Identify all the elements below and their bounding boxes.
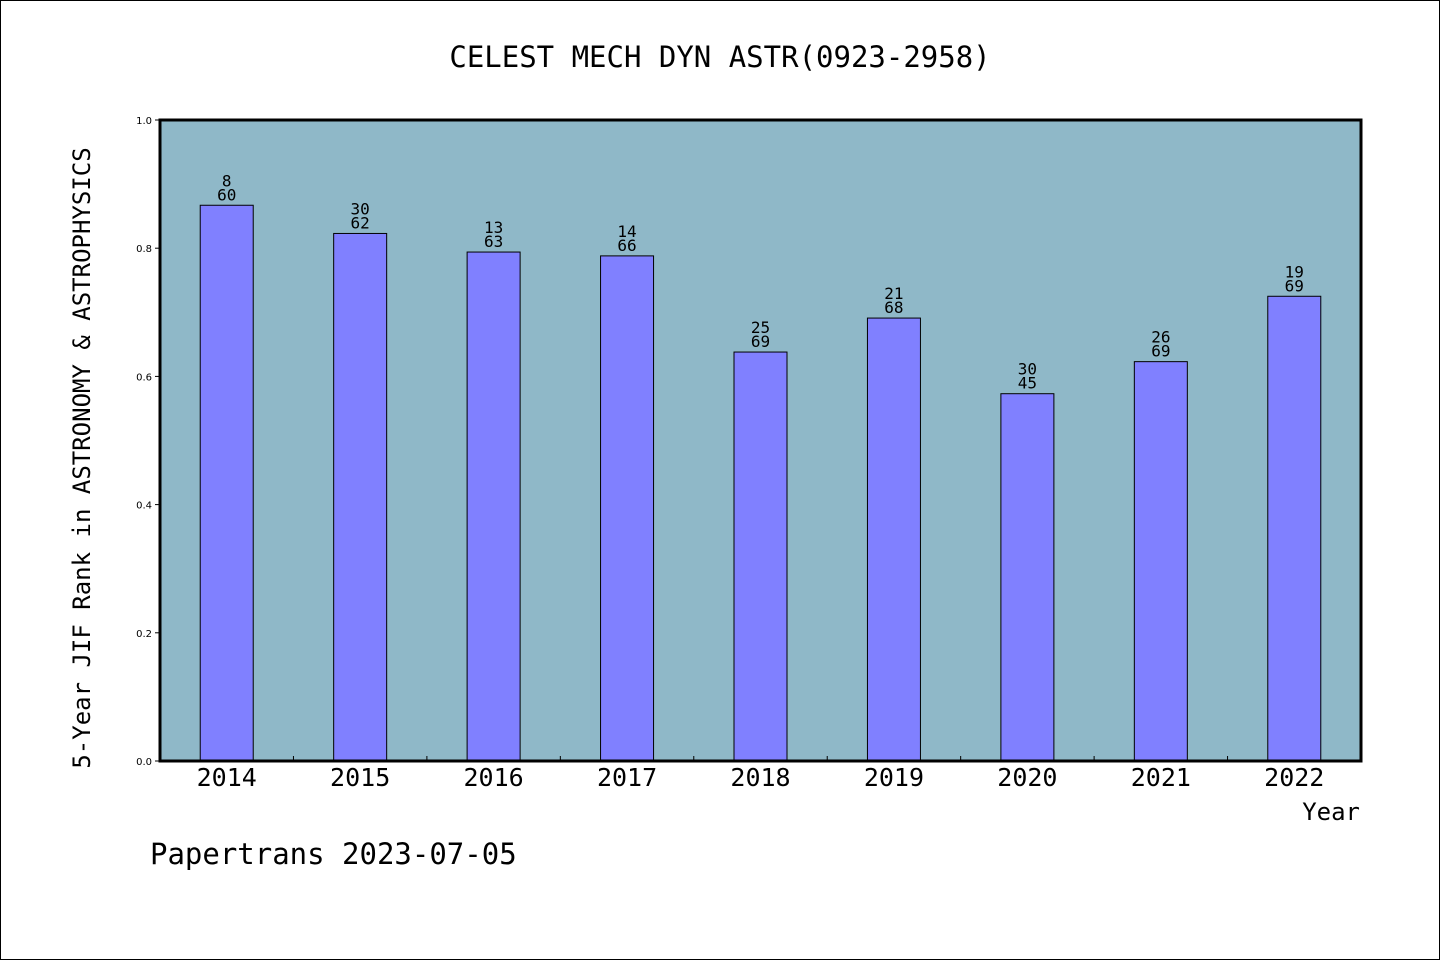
bar-rank-label: 19 bbox=[1285, 262, 1304, 281]
chart-title: CELEST MECH DYN ASTR(0923-2958) bbox=[449, 40, 990, 74]
x-tick-label: 2019 bbox=[864, 763, 924, 792]
bar-total-label: 68 bbox=[884, 298, 903, 317]
x-tick-label: 2020 bbox=[997, 763, 1057, 792]
footer-text: Papertrans 2023-07-05 bbox=[150, 837, 517, 871]
bar-rank-label: 13 bbox=[484, 218, 503, 237]
y-tick-label: 0.0 bbox=[136, 757, 152, 768]
bar-2014 bbox=[199, 204, 254, 762]
y-axis: 0.0 0.2 0.4 0.6 0.8 1.0 bbox=[136, 116, 160, 768]
y-tick-label: 1.0 bbox=[136, 116, 152, 127]
bar-2016 bbox=[466, 251, 521, 762]
bar-rank-label: 8 bbox=[222, 171, 232, 190]
bar-2015 bbox=[333, 232, 388, 762]
x-tick-label: 2016 bbox=[464, 763, 524, 792]
bar-2022 bbox=[1267, 295, 1322, 762]
bars-group bbox=[199, 204, 1322, 762]
bar-rank-label: 26 bbox=[1151, 328, 1170, 347]
bar-total-label: 69 bbox=[1285, 276, 1304, 295]
bar-rank-label: 30 bbox=[1018, 360, 1037, 379]
bar-total-label: 62 bbox=[351, 213, 370, 232]
y-tick-label: 0.8 bbox=[136, 244, 152, 255]
x-tick-label: 2014 bbox=[197, 763, 257, 792]
bar-total-label: 63 bbox=[484, 232, 503, 251]
bar-rank-label: 30 bbox=[351, 199, 370, 218]
y-tick-label: 0.4 bbox=[136, 501, 152, 512]
bar-total-label: 69 bbox=[751, 332, 770, 351]
x-axis-label: Year bbox=[1302, 798, 1360, 826]
plot-border bbox=[158, 118, 1363, 763]
bar-2020 bbox=[1000, 393, 1055, 762]
x-tick-label: 2022 bbox=[1264, 763, 1324, 792]
bar-total-label: 66 bbox=[617, 236, 636, 255]
y-axis-label: 5-Year JIF Rank in ASTRONOMY & ASTROPHYS… bbox=[68, 147, 96, 768]
x-tick-label: 2021 bbox=[1131, 763, 1191, 792]
bar-rank-label: 14 bbox=[617, 222, 636, 241]
y-tick-label: 0.6 bbox=[136, 372, 152, 383]
bar-2021 bbox=[1133, 361, 1188, 762]
y-tick-label: 0.2 bbox=[136, 629, 152, 640]
bar-rank-label: 21 bbox=[884, 284, 903, 303]
x-tick-label: 2017 bbox=[597, 763, 657, 792]
x-axis: 2014 2015 2016 2017 2018 2019 2020 2021 2022 bbox=[197, 756, 1324, 792]
bar-2017 bbox=[600, 255, 655, 762]
bar-total-label: 60 bbox=[217, 185, 236, 204]
bar-2019 bbox=[866, 317, 921, 762]
bar-total-label: 69 bbox=[1151, 342, 1170, 361]
bar-rank-label: 25 bbox=[751, 318, 770, 337]
x-tick-label: 2015 bbox=[330, 763, 390, 792]
bar-2018 bbox=[733, 351, 788, 762]
x-tick-label: 2018 bbox=[730, 763, 790, 792]
bar-total-label: 45 bbox=[1018, 374, 1037, 393]
